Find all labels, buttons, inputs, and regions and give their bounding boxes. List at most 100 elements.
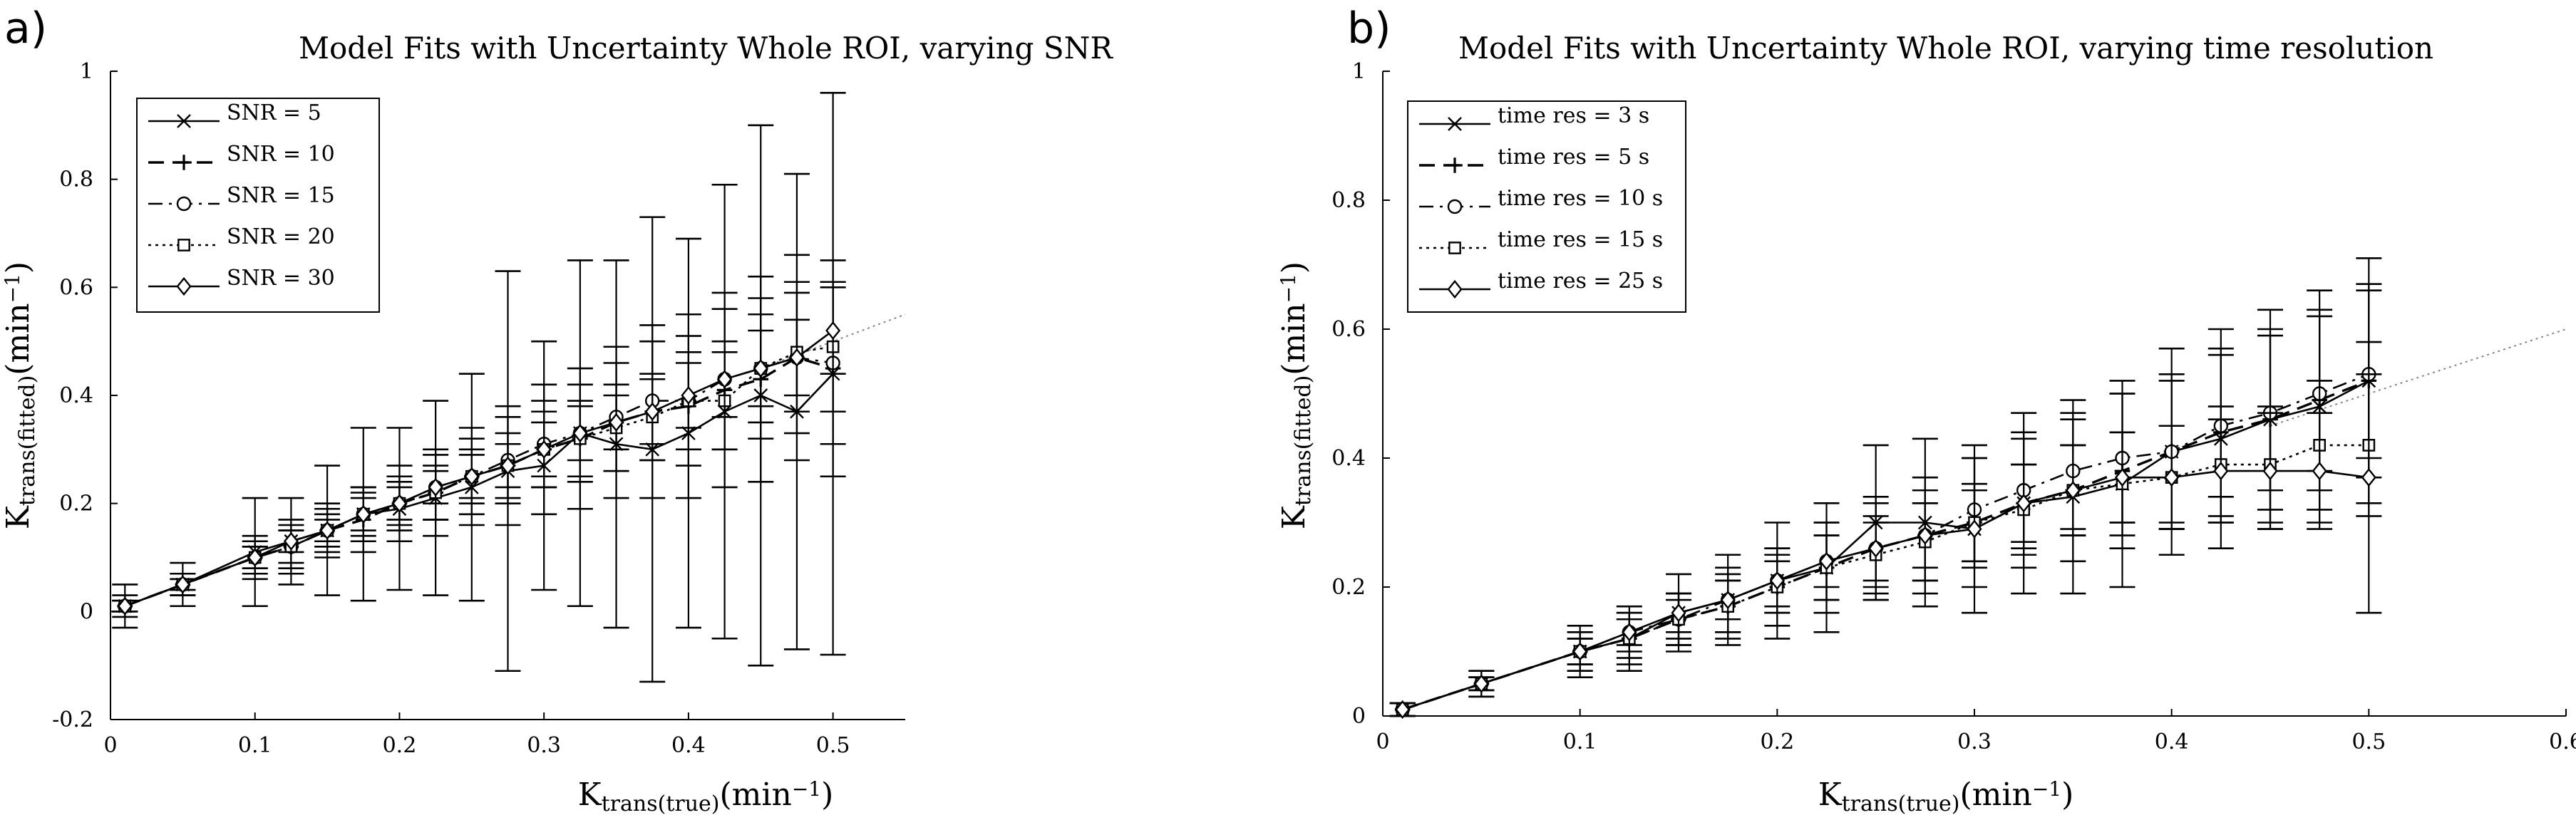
y-axis-label-b: Ktrans(fitted)(min−1) [1276,261,1316,529]
legend-label: time res = 25 s [1498,269,1663,294]
marker-diamond [117,596,133,616]
legend-label: SNR = 5 [227,100,321,125]
legend-label: SNR = 30 [227,266,335,291]
marker-diamond [536,440,552,460]
x-tick-label: 0.3 [1957,730,1992,754]
y-axis-label-a-sub: trans(fitted) [15,375,40,507]
marker-diamond [2065,481,2081,500]
x-axis-label-b-close: ) [2061,777,2073,813]
marker-diamond [428,477,443,497]
marker-plus [176,155,192,170]
marker-square [1448,242,1461,254]
x-axis-label-b-unit: (min [1960,777,2032,813]
x-tick-label: 0.3 [527,733,561,758]
marker-diamond [1917,526,1933,545]
marker-diamond [1395,700,1411,720]
legend-item: SNR = 20 [148,224,335,251]
legend-label: SNR = 15 [227,183,335,208]
legend-item: SNR = 15 [148,183,335,212]
marker-circle [1447,199,1463,214]
marker-diamond [2262,461,2278,481]
marker-diamond [247,548,263,567]
y-tick-label: 0.8 [1331,188,1366,213]
y-tick-label: 0.2 [1331,575,1366,600]
marker-diamond [1769,571,1785,591]
marker-diamond [2361,467,2376,487]
marker-circle [176,196,192,212]
marker-diamond [1622,623,1637,642]
x-tick-label: 0.1 [238,733,272,758]
x-axis-label-a: Ktrans(true)(min−1) [578,777,834,816]
marker-diamond [2312,461,2327,481]
marker-diamond [1473,674,1489,693]
x-axis-label-b-main: K [1818,777,1843,813]
marker-diamond [1447,279,1463,299]
marker-diamond [572,423,588,443]
y-tick-label: 0.2 [59,492,93,517]
legend-item: time res = 5 s [1419,145,1649,173]
marker-diamond [609,412,624,432]
marker-x [1448,117,1462,131]
y-axis-label-b-sub: trans(fitted) [1291,375,1316,507]
marker-diamond [464,467,480,486]
x-tick-label: 0.6 [2549,730,2576,754]
marker-diamond [2114,467,2131,487]
x-axis-label-a-main: K [578,777,602,813]
marker-diamond [391,494,407,513]
legend-label: SNR = 10 [227,142,335,167]
panel-label-a: a) [4,4,47,53]
y-axis-label-b-close: ) [1276,261,1312,274]
x-axis-label-a-close: ) [821,777,833,813]
marker-diamond [717,370,733,389]
x-tick-label: 0.5 [816,733,850,758]
y-axis-label-a: Ktrans(fitted)(min−1) [0,261,40,529]
legend-b: time res = 3 s time res = 5 s time res = 1… [1407,100,1686,313]
marker-diamond [2213,461,2229,481]
x-tick-label: 0 [103,733,117,758]
marker-diamond [500,456,516,475]
y-tick-label: 1 [1352,59,1366,84]
x-tick-label: 0.5 [2351,730,2386,754]
x-axis-label-b: Ktrans(true)(min−1) [1818,777,2074,816]
y-axis-label-b-main: K [1276,505,1312,529]
series-line [1402,469,2369,711]
marker-diamond [789,348,805,368]
marker-diamond [681,385,696,405]
x-tick-label: 0.2 [383,733,417,758]
legend-item: time res = 10 s [1419,186,1663,214]
marker-diamond [1818,551,1835,571]
marker-x [177,114,191,128]
marker-diamond [176,276,192,296]
y-tick-label: 1 [80,59,93,84]
x-tick-label: 0 [1376,730,1389,754]
legend-item: time res = 25 s [1419,269,1663,299]
y-tick-label: 0.6 [1331,317,1366,342]
marker-diamond [1671,603,1686,623]
x-axis-label-a-unit: (min [720,777,792,813]
series-b-1 [1389,257,2382,717]
marker-diamond [644,402,660,421]
legend-item: time res = 15 s [1419,227,1663,254]
series-b-3 [1389,289,2382,717]
y-axis-label-a-sup: −1 [1,274,24,303]
y-axis-label-b-sup: −1 [1277,274,1300,303]
x-axis-label-a-sub: trans(true) [602,792,720,816]
marker-diamond [2016,494,2031,513]
y-axis-label-b-unit: (min [1276,303,1312,375]
legend-item: time res = 3 s [1419,103,1649,131]
y-tick-label: 0.4 [1331,446,1366,471]
series-a-3 [112,281,846,613]
x-tick-label: 0.2 [1760,730,1794,754]
marker-diamond [175,575,190,594]
x-axis-label-a-sup: −1 [792,777,821,801]
legend-item: SNR = 10 [148,142,335,170]
y-tick-label: 0 [80,599,93,624]
y-axis-label-a-close: ) [0,261,36,274]
marker-diamond [319,521,335,540]
x-tick-label: 0.1 [1563,730,1597,754]
series-line [124,329,834,607]
panel-b: b) Model Fits with Uncertainty Whole ROI,… [1276,4,2576,816]
chart-title-a: Model Fits with Uncertainty Whole ROI, v… [299,31,1113,66]
marker-diamond [825,321,841,341]
